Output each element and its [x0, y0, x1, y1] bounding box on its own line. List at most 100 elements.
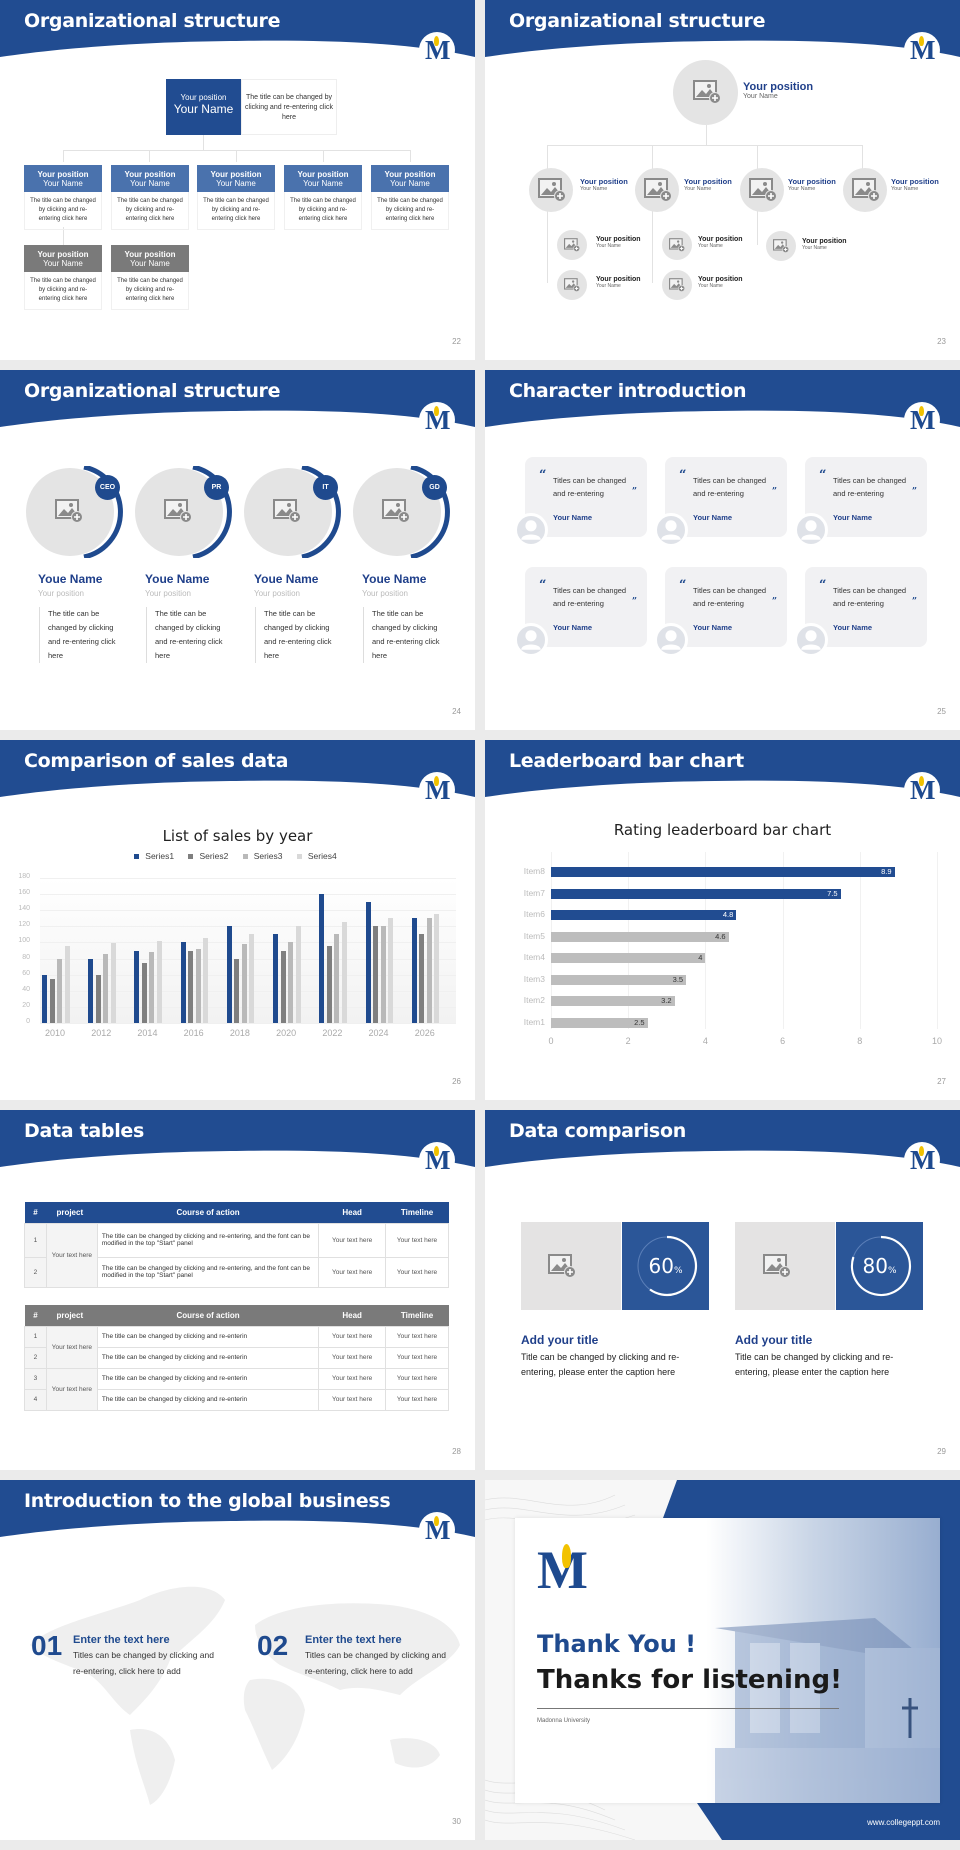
website-link[interactable]: www.collegeppt.com — [867, 1818, 940, 1827]
position-label: Your position Your Name — [891, 177, 939, 192]
chart-legend: Series1 Series2 Series3 Series4 — [0, 851, 475, 861]
y-tick-label: Item8 — [523, 866, 545, 876]
org-card[interactable]: Your position Your Name The title can be … — [24, 165, 102, 230]
slide-23-org-structure[interactable]: Organizational structure M Your position… — [485, 0, 960, 360]
item-text: Title can be changed by clicking and re-… — [735, 1352, 894, 1377]
slide-31-thank-you[interactable]: M Thank You ! Thanks for listening! Mado… — [485, 1480, 960, 1840]
quote-card[interactable]: “ Titles can be changed and re-entering … — [525, 457, 647, 537]
close-quote-icon: ” — [771, 487, 777, 497]
org-card-gray[interactable]: Your position Your Name The title can be … — [111, 245, 189, 310]
position-label: Your position Your Name — [802, 238, 847, 251]
item-text[interactable]: Titles can be changed by clicking and re… — [305, 1650, 446, 1676]
slide-30-global-business[interactable]: Introduction to the global business M 01… — [0, 1480, 475, 1840]
org-card[interactable]: Your position Your Name The title can be … — [197, 165, 275, 230]
blue-frame-shape — [663, 1480, 960, 1840]
org-card[interactable]: Your position Your Name The title can be … — [371, 165, 449, 230]
avatar[interactable] — [654, 623, 688, 657]
bar-series4 — [156, 940, 162, 1023]
bar-value-label: 4 — [698, 953, 703, 962]
bar-series2 — [419, 934, 425, 1023]
x-tick-label: 2012 — [91, 1028, 112, 1038]
bar-value-label: 3.5 — [672, 974, 684, 984]
x-tick-label: 2014 — [137, 1028, 158, 1038]
avatar[interactable] — [654, 513, 688, 547]
add-image-icon — [852, 178, 880, 202]
table-row[interactable]: 4 The title can be changed by clicking a… — [24, 1388, 449, 1411]
item-title: Enter the text here — [73, 1634, 170, 1646]
org-card[interactable]: Your position Your Name The title can be … — [111, 165, 189, 230]
page-number: 24 — [452, 707, 461, 716]
bar-value-label: 4.6 — [715, 931, 726, 941]
university-logo: M — [904, 32, 940, 68]
slide-header: Data tables — [0, 1110, 475, 1170]
slide-header: Organizational structure — [485, 0, 960, 60]
bar-item7: 7.5 — [551, 888, 841, 899]
close-quote-icon: ” — [911, 597, 917, 607]
slide-27-leaderboard-chart[interactable]: Leaderboard bar chart M Rating leaderboa… — [485, 740, 960, 1100]
percent-panel: 60% — [622, 1222, 709, 1310]
member-position: Your position — [145, 589, 191, 598]
org-card-gray[interactable]: Your position Your Name The title can be … — [24, 245, 102, 310]
data-table-gray[interactable]: # project Course of action Head Timeline… — [24, 1305, 449, 1411]
slide-title: Organizational structure — [509, 10, 766, 32]
university-logo-large: M — [537, 1540, 588, 1600]
bar-series3 — [380, 926, 386, 1023]
slide-22-org-structure[interactable]: Organizational structure M Your position… — [0, 0, 475, 360]
data-table-blue[interactable]: # project Course of action Head Timeline… — [24, 1202, 449, 1288]
bar-series3 — [149, 952, 155, 1023]
percent-value: 80% — [862, 1254, 897, 1278]
slide-24-org-structure[interactable]: Organizational structure M CEO Youe Name… — [0, 370, 475, 730]
table-row[interactable]: 3 Your text here The title can be change… — [24, 1367, 449, 1411]
progress-ring — [637, 1235, 698, 1297]
top-description[interactable]: The title can be changed by clicking and… — [241, 79, 337, 135]
slide-25-character-introduction[interactable]: Character introduction M “ Titles can be… — [485, 370, 960, 730]
role-badge: GD — [422, 475, 447, 500]
slide-28-data-tables[interactable]: Data tables M # project Course of action… — [0, 1110, 475, 1470]
bar-item8: 8.9 — [551, 867, 895, 877]
slide-header: Data comparison — [485, 1110, 960, 1170]
gridline — [40, 942, 456, 944]
table-row[interactable]: 1 Your text here The title can be change… — [24, 1325, 449, 1369]
university-logo: M — [419, 1512, 455, 1548]
bar-item6: 4.8 — [551, 910, 737, 920]
quote-card[interactable]: “ Titles can be changed and re-entering … — [805, 457, 927, 537]
gridline — [40, 1006, 456, 1008]
avatar[interactable] — [514, 623, 548, 657]
item-text[interactable]: Titles can be changed by clicking and re… — [73, 1650, 214, 1676]
table-row[interactable]: 1 Your text here The title can be change… — [24, 1222, 449, 1288]
position-label: Your position Your Name — [698, 276, 743, 289]
slide-29-data-comparison[interactable]: Data comparison M 60% Add your title Tit… — [485, 1110, 960, 1470]
member-position: Your position — [254, 589, 300, 598]
avatar[interactable] — [794, 623, 828, 657]
close-quote-icon: ” — [631, 597, 637, 607]
avatar[interactable] — [514, 513, 548, 547]
top-position-label: Your position Your Name — [743, 81, 814, 100]
slide-title: Character introduction — [509, 380, 747, 402]
bar-item5: 4.6 — [551, 931, 729, 942]
add-image-icon — [273, 499, 301, 523]
position-label: Your position Your Name — [596, 276, 641, 289]
gridline — [40, 910, 456, 912]
slide-header: Introduction to the global business — [0, 1480, 475, 1540]
close-quote-icon: ” — [771, 597, 777, 607]
role-badge: PR — [204, 475, 229, 500]
item-title: Add your title — [735, 1333, 813, 1347]
bar-series3 — [241, 944, 247, 1023]
x-tick-label: 0 — [548, 1036, 554, 1046]
percent-panel: 80% — [836, 1222, 923, 1310]
top-position-box[interactable]: Your position Your Name — [166, 79, 241, 135]
slide-26-sales-comparison[interactable]: Comparison of sales data M List of sales… — [0, 740, 475, 1100]
avatar[interactable] — [794, 513, 828, 547]
slide-title: Data comparison — [509, 1120, 686, 1142]
legend-series2: Series2 — [188, 851, 232, 861]
bar-series1 — [226, 926, 232, 1023]
progress-ring — [850, 1235, 912, 1297]
bar-series4 — [434, 914, 440, 1023]
y-tick-label: 100 — [18, 937, 30, 945]
chart-title: List of sales by year — [162, 827, 313, 845]
add-image-icon — [164, 499, 192, 523]
table-row[interactable]: 2 The title can be changed by clicking a… — [24, 1256, 449, 1288]
gridline — [40, 990, 456, 992]
y-tick-label: Item4 — [523, 952, 545, 962]
org-card[interactable]: Your position Your Name The title can be … — [284, 165, 362, 230]
